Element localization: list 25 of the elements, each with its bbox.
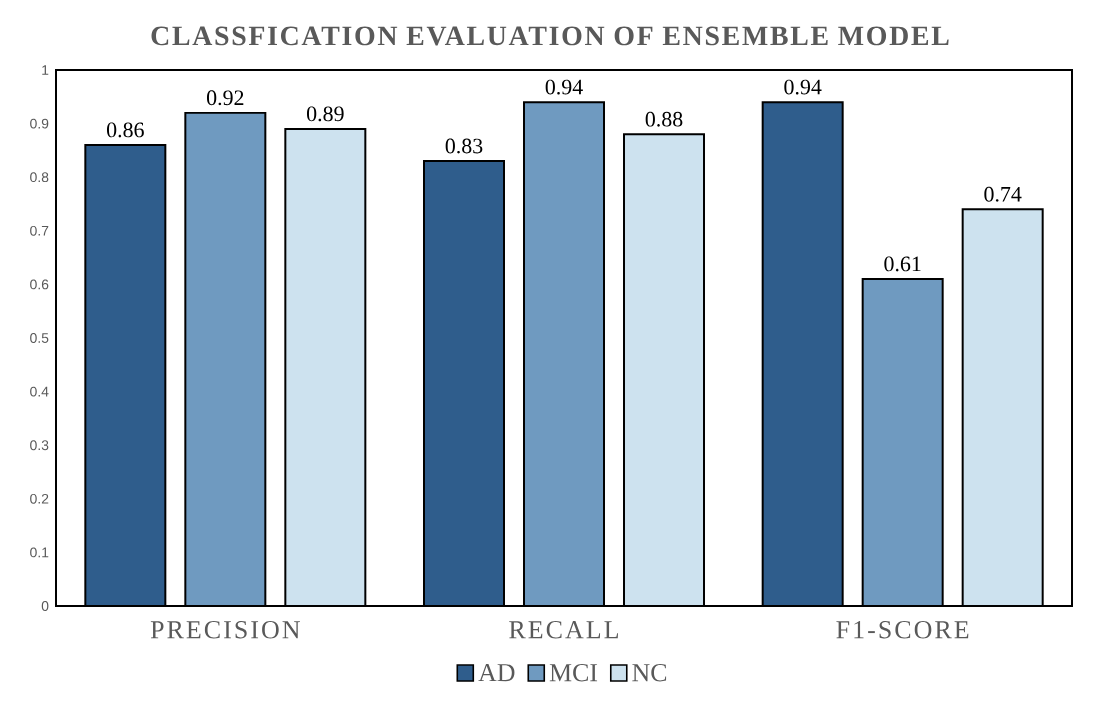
x-tick-label: F1-SCORE — [836, 621, 969, 639]
data-label: 0.88 — [645, 111, 683, 127]
bar — [961, 208, 1044, 606]
chart-title: CLASSFICATION EVALUATION OF ENSEMBLE MODEL — [151, 26, 949, 46]
bar — [184, 111, 267, 606]
data-label: 0.86 — [107, 122, 144, 138]
data-label: 0.92 — [207, 90, 244, 106]
bar — [761, 101, 844, 606]
data-label: 0.94 — [545, 79, 583, 95]
bar — [423, 160, 505, 606]
data-label: 0.61 — [884, 256, 921, 272]
data-label: 0.74 — [984, 186, 1022, 202]
bar — [284, 127, 367, 606]
bar — [84, 144, 167, 606]
data-label: 0.94 — [784, 79, 822, 95]
legend-label: AD — [478, 664, 515, 682]
legend-label: MCI — [549, 663, 598, 682]
legend-label: NC — [632, 663, 667, 682]
data-label: 0.83 — [445, 138, 483, 154]
data-label: 0.89 — [307, 106, 344, 122]
x-tick-label: RECALL — [509, 621, 618, 639]
x-tick-label: PRECISION — [150, 621, 300, 639]
bar — [523, 101, 606, 606]
bar — [623, 133, 706, 606]
bar — [861, 278, 944, 606]
